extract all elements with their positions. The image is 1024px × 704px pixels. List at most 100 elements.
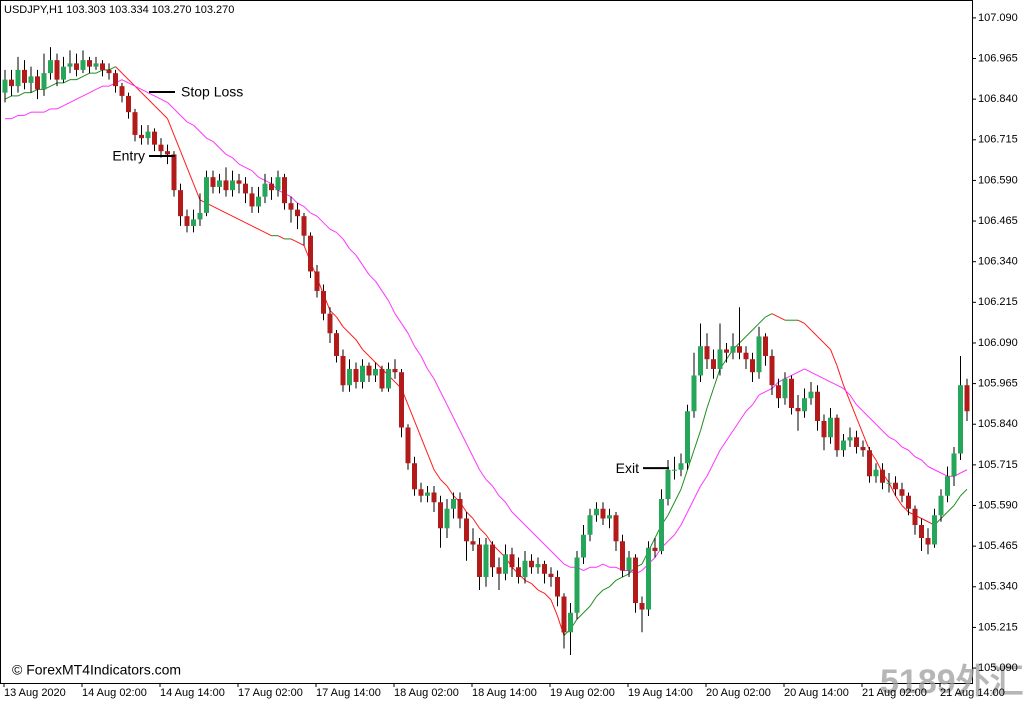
candle-body	[282, 177, 287, 204]
candle-body	[821, 420, 827, 438]
candle-body	[932, 515, 937, 545]
indicator-line	[921, 459, 929, 467]
candle-body	[750, 359, 755, 373]
indicator-line	[160, 111, 168, 120]
indicator-line	[843, 388, 851, 396]
candle-body	[405, 427, 411, 464]
indicator-line	[765, 388, 773, 393]
candle-body	[698, 346, 703, 376]
indicator-line	[732, 420, 740, 432]
indicator-line	[739, 336, 747, 344]
indicator-line	[147, 92, 155, 97]
indicator-line	[472, 518, 480, 529]
candle-body	[106, 69, 112, 74]
indicator-line	[349, 248, 357, 256]
candle-body	[555, 577, 560, 597]
candle-body	[158, 144, 164, 152]
candle-body	[880, 469, 885, 483]
indicator-line	[862, 433, 870, 451]
x-tick-label: 20 Aug 02:00	[706, 687, 771, 699]
indicator-line	[355, 339, 363, 350]
indicator-line	[76, 95, 84, 100]
indicator-line	[108, 66, 116, 71]
indicator-line	[823, 342, 831, 350]
indicator-line	[537, 589, 545, 594]
indicator-line	[147, 98, 155, 107]
candle-body	[35, 76, 40, 90]
candle-body	[867, 450, 872, 477]
indicator-line	[875, 423, 883, 432]
indicator-line	[693, 485, 701, 500]
indicator-line	[251, 225, 259, 230]
candle-body	[841, 440, 846, 451]
indicator-line	[219, 209, 227, 214]
indicator-line	[24, 111, 32, 116]
candle-body	[529, 560, 534, 568]
indicator-line	[472, 456, 480, 470]
indicator-line	[752, 394, 760, 406]
indicator-line	[602, 586, 610, 591]
candle-body	[548, 573, 554, 578]
indicator-line	[206, 137, 214, 142]
x-tick-label: 21 Aug 02:00	[862, 687, 927, 699]
indicator-line	[804, 368, 812, 373]
indicator-line	[719, 440, 727, 451]
indicator-line	[771, 313, 779, 318]
indicator-line	[297, 202, 305, 207]
candle-body	[152, 131, 157, 145]
indicator-line	[219, 147, 227, 155]
indicator-line	[238, 218, 246, 224]
indicator-line	[95, 69, 103, 74]
indicator-line	[180, 115, 188, 123]
candle-body	[782, 378, 788, 399]
candle-body	[412, 463, 417, 490]
indicator-line	[700, 475, 708, 487]
candle-body	[945, 476, 950, 496]
indicator-line	[43, 108, 51, 113]
indicator-line	[407, 404, 415, 422]
indicator-line	[466, 443, 474, 457]
indicator-line	[154, 95, 162, 100]
indicator-line	[804, 323, 812, 331]
indicator-line	[706, 463, 714, 477]
indicator-line	[11, 114, 19, 120]
indicator-line	[596, 589, 604, 597]
candle-body	[327, 313, 333, 334]
candle-body	[314, 271, 320, 291]
x-tick-label: 18 Aug 02:00	[394, 687, 459, 699]
candle-body	[542, 564, 547, 574]
indicator-line	[674, 489, 682, 503]
candle-body	[607, 515, 612, 519]
candle-body	[535, 564, 541, 568]
candle-body	[236, 180, 242, 184]
indicator-line	[89, 88, 97, 94]
indicator-line	[121, 79, 129, 84]
indicator-line	[199, 131, 207, 139]
indicator-line	[583, 566, 591, 571]
candle-body	[737, 346, 742, 353]
candle-body	[464, 518, 469, 542]
candle-body	[139, 134, 144, 139]
indicator-line	[4, 95, 12, 100]
indicator-line	[193, 183, 201, 201]
candle-body	[321, 290, 326, 314]
indicator-line	[485, 479, 493, 487]
indicator-line	[427, 368, 435, 379]
indicator-line	[836, 365, 844, 386]
indicator-line	[713, 368, 721, 389]
candle-body	[366, 365, 372, 376]
candle-body	[503, 554, 508, 574]
indicator-line	[277, 235, 285, 240]
candle-body	[893, 482, 898, 490]
indicator-line	[895, 440, 903, 448]
indicator-line	[843, 385, 851, 402]
indicator-line	[212, 141, 220, 149]
indicator-line	[830, 381, 838, 386]
candle-body	[789, 378, 794, 408]
indicator-line	[414, 420, 422, 438]
indicator-line	[316, 215, 324, 224]
indicator-line	[121, 72, 129, 80]
indicator-line	[836, 384, 844, 389]
indicator-line	[921, 518, 929, 523]
